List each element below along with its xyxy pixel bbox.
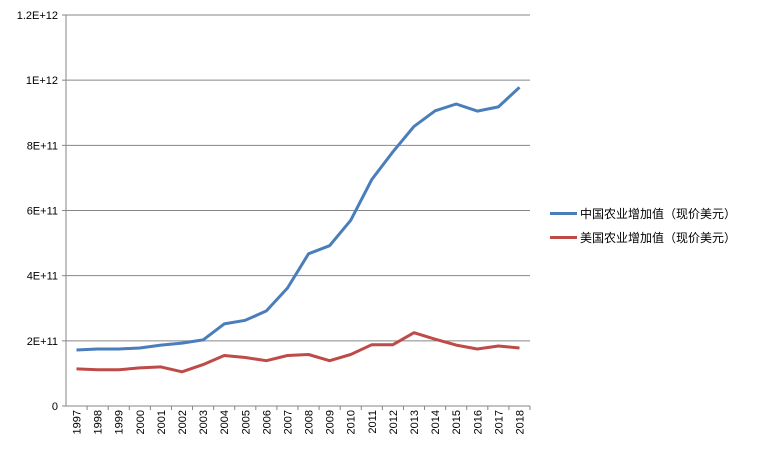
legend-label-usa: 美国农业增加值（现价美元） <box>580 231 737 245</box>
x-tick-label: 2002 <box>177 410 189 434</box>
x-tick-label: 2015 <box>451 410 463 434</box>
legend-item-usa: 美国农业增加值（现价美元） <box>550 229 736 246</box>
x-tick-label: 2006 <box>261 410 273 434</box>
x-tick-label: 2012 <box>388 410 400 434</box>
y-tick-label: 1.2E+12 <box>17 10 58 22</box>
y-tick-label: 4E+11 <box>27 271 58 283</box>
y-tick-label: 6E+11 <box>27 206 58 218</box>
x-tick-label: 1997 <box>72 410 84 434</box>
x-tick-label: 2018 <box>514 410 526 434</box>
x-tick-label: 2017 <box>493 410 505 434</box>
x-tick-label: 2014 <box>430 410 442 434</box>
y-tick-label: 2E+11 <box>27 336 58 348</box>
x-tick-label: 1999 <box>114 410 126 434</box>
legend-swatch-china <box>550 212 577 215</box>
x-tick-label: 2010 <box>346 410 358 434</box>
x-tick-label: 2003 <box>198 410 210 434</box>
legend-swatch-usa <box>550 236 577 239</box>
x-tick-label: 2005 <box>240 410 252 434</box>
series-line-usa <box>76 331 520 374</box>
x-tick-label: 2008 <box>304 410 316 434</box>
x-tick-label: 2000 <box>135 410 147 434</box>
x-tick-label: 2011 <box>367 410 379 434</box>
x-tick-label: 2004 <box>219 410 231 434</box>
y-tick-label: 8E+11 <box>27 140 58 152</box>
legend-item-china: 中国农业增加值（现价美元） <box>550 205 736 222</box>
legend-label-china: 中国农业增加值（现价美元） <box>580 207 737 221</box>
x-tick-label: 1998 <box>93 410 105 434</box>
y-tick-label: 0 <box>52 401 58 413</box>
x-tick-label: 2007 <box>282 410 294 434</box>
x-tick-label: 2016 <box>472 410 484 434</box>
x-tick-label: 2009 <box>325 410 337 434</box>
x-tick-label: 2013 <box>409 410 421 434</box>
y-tick-label: 1E+12 <box>26 75 58 87</box>
series-line-china <box>76 86 521 352</box>
x-tick-label: 2001 <box>156 410 168 434</box>
